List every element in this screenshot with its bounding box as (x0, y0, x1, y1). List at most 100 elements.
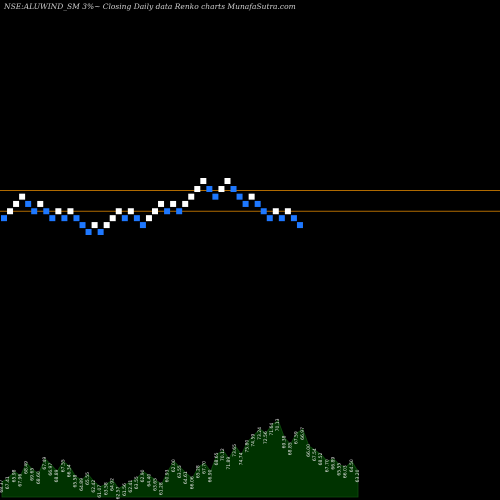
volume-price-label: 68.89 (54, 469, 60, 482)
renko-brick-up (224, 178, 231, 184)
volume-price-label: 70.12 (220, 448, 226, 461)
volume-price-label: 61.56 (122, 483, 128, 496)
renko-brick-up (7, 208, 14, 215)
renko-brick-down (43, 208, 50, 215)
volume-price-label: 63.20 (355, 469, 361, 482)
volume-price-label: 73.65 (232, 444, 238, 457)
volume-price-label: 68.60 (36, 471, 42, 484)
renko-brick-down (296, 222, 303, 229)
volume-price-label: 63.55 (177, 465, 183, 478)
volume-price-label: 65.55 (85, 472, 91, 485)
renko-brick-down (290, 215, 297, 222)
volume-price-label: 66.89 (330, 457, 336, 470)
volume-price-label: 62.90 (140, 469, 146, 482)
renko-brick-up (194, 186, 201, 193)
volume-price-label: 68.49 (24, 461, 30, 474)
renko-brick-up (19, 193, 26, 200)
chart-title: NSE:ALUWIND_SM 3%~ Closing Daily data Re… (4, 2, 296, 11)
volume-panel (1, 419, 359, 498)
volume-price-label: 72.56 (263, 431, 269, 444)
volume-price-label: 62.42 (91, 480, 97, 493)
volume-price-label: 67.70 (324, 459, 330, 472)
volume-price-label: 67.70 (202, 461, 208, 474)
renko-brick-down (25, 200, 32, 207)
volume-price-label: 67.96 (17, 474, 23, 487)
renko-brick-up (200, 178, 207, 184)
volume-price-label: 64.50 (349, 459, 355, 472)
renko-brick-up (218, 186, 225, 193)
volume-price-label: 73.24 (257, 427, 263, 440)
volume-price-label: 64.89 (79, 478, 85, 491)
volume-area (1, 419, 359, 498)
volume-price-label: 67.55 (60, 459, 66, 472)
renko-brick-down (97, 229, 104, 235)
volume-price-label: 67.41 (5, 476, 11, 489)
renko-brick-up (170, 200, 177, 207)
renko-brick-down (31, 208, 38, 215)
volume-price-label: 62.00 (171, 459, 177, 472)
volume-price-label: 66.97 (48, 463, 54, 476)
renko-brick-up (248, 193, 255, 200)
volume-price-label: 66.00 (306, 444, 312, 457)
renko-brick-up (37, 200, 44, 207)
volume-price-label: 68.65 (214, 452, 220, 465)
volume-price-label: 64.61 (183, 471, 189, 484)
volume-price-label: 65.55 (337, 463, 343, 476)
volume-price-label: 69.38 (281, 435, 287, 448)
volume-price-label: 66.34 (67, 464, 73, 477)
volume-price-label: 68.85 (287, 442, 293, 455)
renko-brick-down (61, 215, 68, 222)
volume-price-label: 70.13 (275, 418, 281, 431)
volume-price-label: 63.55 (134, 476, 140, 489)
renko-brick-up (55, 208, 62, 215)
volume-price-label: 75.80 (245, 440, 251, 453)
renko-brick-down (133, 215, 140, 222)
renko-brick-down (73, 215, 80, 222)
volume-price-label: 62.57 (116, 486, 122, 499)
renko-brick-up (103, 222, 110, 229)
renko-brick-down (121, 215, 128, 222)
renko-brick-down (236, 193, 243, 200)
renko-brick-down (278, 215, 285, 222)
renko-brick-up (182, 200, 189, 207)
volume-price-label: 74.74 (238, 452, 244, 465)
volume-price-label: 60.93 (165, 469, 171, 482)
renko-brick-up (115, 208, 122, 215)
volume-price-label: 66.97 (300, 427, 306, 440)
volume-price-label: 66.06 (189, 476, 195, 489)
renko-brick-down (230, 186, 237, 193)
renko-brick-up (67, 208, 74, 215)
renko-brick-up (91, 222, 98, 229)
renko-brick-down (266, 215, 273, 222)
renko-brick-up (145, 215, 152, 222)
renko-brick-down (49, 215, 56, 222)
volume-price-label: 71.89 (226, 457, 232, 470)
renko-brick-down (85, 229, 92, 235)
renko-brick-up (284, 208, 291, 215)
volume-price-label: 63.65 (152, 478, 158, 491)
volume-price-label: 69.65 (30, 468, 36, 481)
renko-brick-up (152, 208, 158, 215)
volume-price-label: 68.37 (0, 480, 5, 493)
renko-bricks (1, 178, 303, 235)
volume-price-label: 65.58 (73, 474, 79, 487)
volume-price-label: 61.07 (97, 485, 103, 498)
renko-brick-up (13, 200, 20, 207)
volume-price-label: 67.49 (42, 457, 48, 470)
volume-price-label: 65.98 (11, 469, 17, 482)
renko-brick-down (1, 215, 7, 222)
volume-price-label: 66.03 (343, 465, 349, 478)
renko-brick-down (212, 193, 219, 200)
volume-price-label: 67.54 (312, 448, 318, 461)
renko-brick-up (109, 215, 116, 222)
volume-price-label: 64.40 (146, 474, 152, 487)
renko-brick-down (206, 186, 213, 193)
renko-brick-down (139, 222, 146, 229)
volume-price-label: 71.64 (269, 423, 275, 436)
price-levels (0, 189, 500, 212)
volume-price-label: 68.52 (318, 452, 324, 465)
renko-brick-down (176, 208, 183, 215)
volume-price-label: 64.92 (109, 478, 115, 491)
